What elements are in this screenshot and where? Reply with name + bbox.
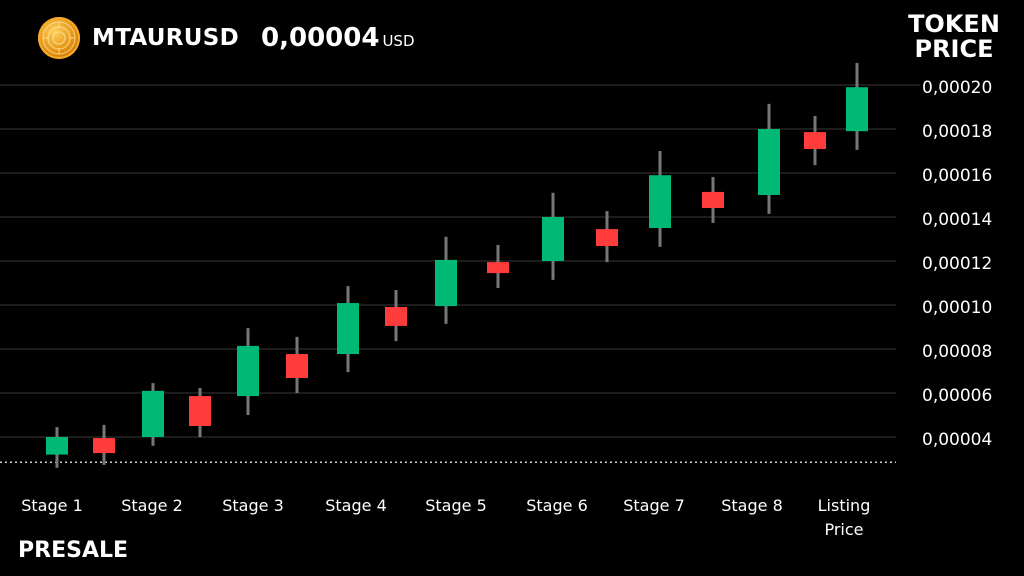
y-tick-label: 0,00006 xyxy=(922,386,992,406)
x-category-label: Stage 4 xyxy=(325,496,387,515)
y-tick-label: 0,00020 xyxy=(922,78,992,98)
candle-up xyxy=(758,129,780,195)
x-category-label: Stage 2 xyxy=(121,496,183,515)
candle-up xyxy=(846,87,868,132)
y-tick-label: 0,00018 xyxy=(922,122,992,142)
candle-down xyxy=(286,354,308,379)
presale-label: PRESALE xyxy=(18,538,129,563)
candle-down xyxy=(804,132,826,150)
candle-down xyxy=(93,438,115,454)
x-category-label: Listing xyxy=(818,496,871,515)
x-category-label: Stage 3 xyxy=(222,496,284,515)
y-tick-label: 0,00012 xyxy=(922,254,992,274)
candle-down xyxy=(596,229,618,247)
x-category-label: Stage 1 xyxy=(21,496,83,515)
candle-up xyxy=(649,175,671,228)
ticker-header: MTAURUSD 0,00004 USD xyxy=(38,16,415,60)
y-tick-label: 0,00016 xyxy=(922,166,992,186)
y-axis-title-line: PRICE xyxy=(914,35,994,63)
candle-down xyxy=(702,191,724,208)
candle-down xyxy=(487,262,509,274)
coin-logo-icon xyxy=(38,17,80,59)
symbol: MTAURUSD xyxy=(92,25,240,51)
x-category-label: Stage 7 xyxy=(623,496,685,515)
candle-up xyxy=(46,437,68,455)
price-unit: USD xyxy=(382,32,415,50)
x-category-label: Stage 5 xyxy=(425,496,487,515)
candle-down xyxy=(385,306,407,326)
y-tick-label: 0,00010 xyxy=(922,298,992,318)
candle-up xyxy=(142,390,164,437)
candle-up xyxy=(337,303,359,355)
x-category-label: Stage 6 xyxy=(526,496,588,515)
x-category-label: Price xyxy=(824,520,863,539)
x-category-label: Stage 8 xyxy=(721,496,783,515)
y-tick-label: 0,00014 xyxy=(922,210,992,230)
y-axis-title: TOKEN PRICE xyxy=(904,12,1004,62)
candle-down xyxy=(189,396,211,426)
y-tick-label: 0,00004 xyxy=(922,430,992,450)
candle-up xyxy=(237,345,259,397)
y-tick-label: 0,00008 xyxy=(922,342,992,362)
candle-up xyxy=(435,259,457,307)
candle-up xyxy=(542,217,564,261)
y-axis-title-line: TOKEN xyxy=(908,10,1000,38)
current-price: 0,00004 xyxy=(261,23,380,53)
